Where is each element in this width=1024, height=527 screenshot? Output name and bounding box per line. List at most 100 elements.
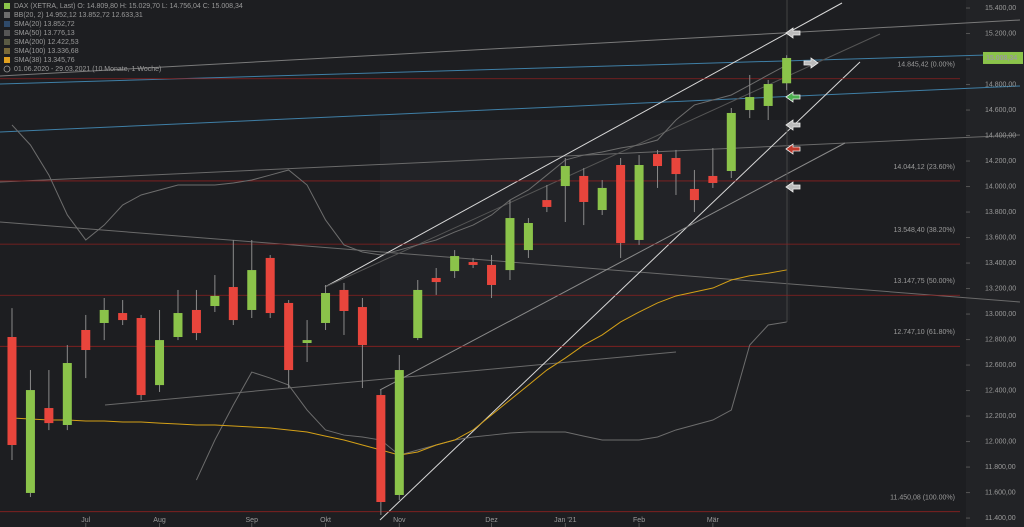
candle-body (726, 112, 736, 171)
legend-swatch (4, 39, 10, 45)
date-range: 01.06.2020 - 29.03.2021 (10 Monate, 1 Wo… (14, 66, 161, 73)
fib-label: 13.548,40 (38.20%) (894, 227, 956, 234)
candle-body (247, 270, 257, 310)
arrow-icon (785, 181, 801, 193)
fib-label: 13.147,75 (50.00%) (894, 278, 956, 285)
candle-body (81, 329, 91, 351)
arrow-icon (785, 91, 801, 103)
channel-line (379, 142, 846, 391)
x-tick-label: Jul (81, 517, 90, 524)
x-tick-label: Jan '21 (554, 517, 576, 524)
fib-label: 12.747,10 (61.80%) (894, 329, 956, 336)
candle-body (523, 223, 533, 251)
price-tag (983, 51, 1023, 64)
candle-body (560, 166, 570, 187)
candle-body (634, 164, 644, 240)
candle-body (191, 309, 201, 334)
y-tick-label: 15.400,00 (985, 5, 1016, 12)
trend-line (0, 85, 1021, 133)
candle-body (62, 363, 72, 425)
x-tick-label: Dez (485, 517, 498, 524)
candle-body (99, 309, 109, 323)
candle-body (376, 395, 386, 503)
clock-icon (3, 65, 11, 73)
y-tick-label: 14.800,00 (985, 81, 1016, 88)
candle-body (505, 218, 515, 271)
candle-body (689, 188, 699, 201)
x-tick-label: Sep (246, 517, 259, 524)
candle-body (597, 187, 607, 211)
bollinger-upper (11, 64, 787, 256)
highlight-zone (380, 120, 790, 320)
price-tag-label: 15.008,34 (986, 55, 1017, 62)
legend-swatch (4, 21, 10, 27)
legend-entry: SMA(50) 13.776,13 (14, 30, 75, 37)
legend-entry: SMA(20) 13.852,72 (14, 21, 75, 28)
fib-label: 14.044,12 (23.60%) (894, 164, 956, 171)
plot: 11.400,00 11.600,00 11.800,00 12.000,00 12.2… (0, 5, 1023, 527)
arrow-icon (785, 119, 801, 131)
candle-body (450, 256, 460, 272)
y-tick-label: 14.600,00 (985, 107, 1016, 114)
y-tick-label: 13.800,00 (985, 209, 1016, 216)
legend-entry: SMA(38) 13.345,76 (14, 57, 75, 64)
x-tick-label: Nov (393, 517, 406, 524)
fib-label: 14.845,42 (0.00%) (897, 62, 955, 69)
x-tick-label: Feb (633, 517, 645, 524)
y-tick-label: 12.000,00 (985, 438, 1016, 445)
legend-entry: DAX (XETRA, Last) O: 14.809,80 H: 15.029… (14, 3, 243, 10)
candle-body (542, 200, 552, 207)
trend-line (0, 19, 1021, 77)
arrow-icon (785, 27, 801, 39)
bollinger-lower (195, 321, 787, 481)
candle-body (25, 390, 35, 493)
arrows (785, 27, 819, 193)
y-tick-label: 12.400,00 (985, 387, 1016, 394)
candle-body (671, 157, 681, 175)
candle-body (44, 408, 54, 424)
candle-body (339, 289, 349, 311)
x-tick-label: Mär (707, 517, 720, 524)
y-tick-label: 11.800,00 (985, 464, 1016, 471)
candle-body (487, 264, 497, 285)
legend-swatch (4, 12, 10, 18)
y-tick-label: 12.800,00 (985, 336, 1016, 343)
candle-body (210, 295, 220, 307)
candle-body (155, 340, 165, 386)
header-legend: 01.06.2020 - 29.03.2021 (10 Monate, 1 Wo… (3, 3, 243, 73)
legend-swatch (4, 3, 10, 9)
candle-body (357, 307, 367, 346)
candle-body (579, 175, 589, 202)
y-tick-label: 11.400,00 (985, 515, 1016, 522)
y-tick-label: 12.200,00 (985, 413, 1016, 420)
candle-body (7, 337, 17, 446)
candle-body (284, 302, 294, 371)
candle-body (173, 313, 183, 338)
y-tick-label: 12.600,00 (985, 362, 1016, 369)
legend-swatch (4, 30, 10, 36)
candle-body (782, 57, 792, 84)
candle-body (394, 370, 404, 495)
candle-body (763, 84, 773, 106)
y-tick-label: 13.400,00 (985, 260, 1016, 267)
candle-body (265, 257, 275, 314)
legend-entry: SMA(100) 13.336,68 (14, 48, 79, 55)
candle-body (321, 293, 331, 323)
y-tick-label: 14.200,00 (985, 158, 1016, 165)
candle-body (745, 97, 755, 111)
arrow-icon (785, 143, 801, 155)
legend-swatch (4, 48, 10, 54)
legend-entry: BB(20, 2) 14.952,12 13.852,72 12.633,31 (14, 12, 143, 19)
legend-entry: SMA(200) 12.422,53 (14, 39, 79, 46)
candle-body (708, 175, 718, 183)
candle-body (118, 313, 128, 321)
x-tick-label: Aug (153, 517, 166, 524)
x-tick-label: Okt (320, 517, 331, 524)
y-tick-label: 14.000,00 (985, 183, 1016, 190)
candle-body (431, 277, 441, 283)
fib-label: 11.450,08 (100.00%) (890, 495, 955, 502)
legend-swatch (4, 57, 10, 63)
channel-line (379, 61, 861, 521)
candle-body (413, 289, 423, 339)
y-tick-label: 14.400,00 (985, 132, 1016, 139)
